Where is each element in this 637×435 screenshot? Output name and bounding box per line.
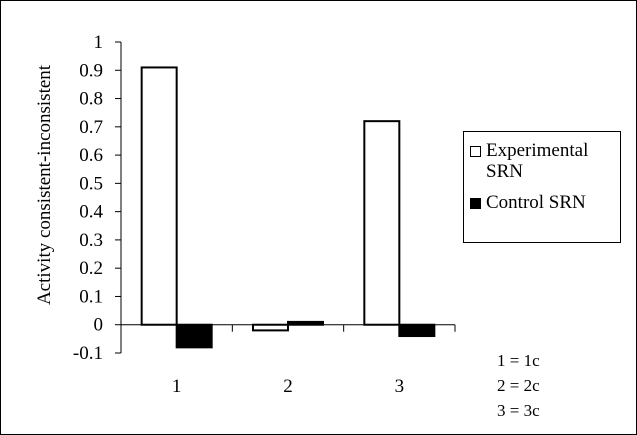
legend-label-experimental: Experimental SRN [486,140,589,182]
legend-swatch-control [470,198,481,209]
y-tick-label: 0.1 [79,286,103,307]
y-tick-label: 0.7 [79,117,103,138]
y-tick-label: 0 [94,315,104,336]
x-tick-label: 1 [172,376,182,397]
y-tick-label: 0.4 [79,202,103,223]
legend: Experimental SRN Control SRN [463,131,621,243]
y-tick-label: 0.5 [79,173,103,194]
legend-item-control: Control SRN [470,192,616,213]
y-tick-label: 0.2 [79,258,103,279]
x-tick-label: 2 [283,376,293,397]
note-1: 1 = 1c [497,351,540,370]
y-axis-label: Activity consistent-inconsistent [34,64,55,305]
x-tick-label: 3 [395,376,405,397]
bar-control-3 [398,323,436,338]
legend-swatch-experimental [470,146,481,157]
legend-item-experimental: Experimental SRN [470,140,616,182]
bar-experimental-2 [252,323,289,332]
legend-label-control: Control SRN [486,192,586,213]
note-2: 2 = 2c [497,376,540,395]
bar-experimental-1 [140,66,178,326]
y-tick-label: -0.1 [73,343,103,364]
y-tick-label: 0.6 [79,145,103,166]
bar-experimental-3 [363,120,401,326]
y-tick-label: 0.9 [79,60,103,81]
y-tick-label: 0.3 [79,230,103,251]
bars [140,66,436,349]
y-tick-label: 1 [94,32,104,53]
tick-labels: 1 0.9 0.8 0.7 0.6 0.5 0.4 0.3 0.2 0.1 0 -0.1 1 2 3 [73,32,404,397]
y-tick-label: 0.8 [79,89,103,110]
bar-control-2 [287,320,324,326]
bar-control-1 [175,323,213,349]
note-3: 3 = 3c [497,401,540,420]
